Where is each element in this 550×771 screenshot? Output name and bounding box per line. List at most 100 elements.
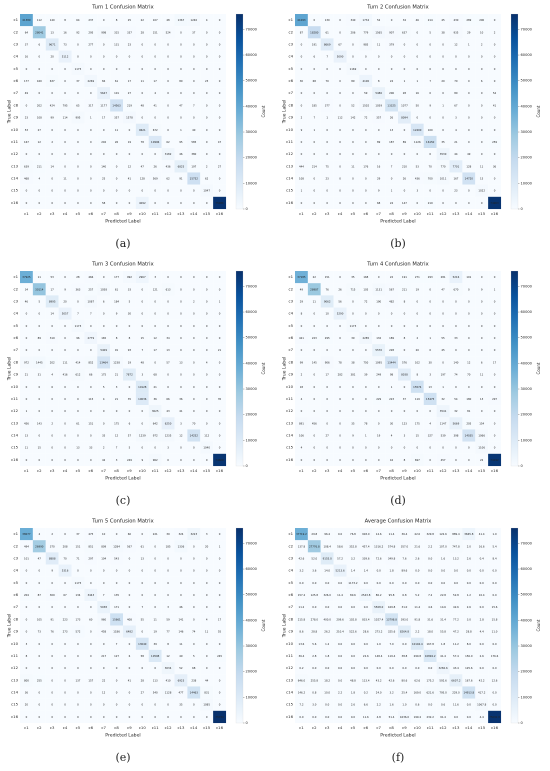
cell	[20, 123, 33, 136]
cell-label: 0	[193, 458, 195, 462]
cell-label: 210	[402, 164, 407, 168]
cell-label: 70	[429, 164, 433, 168]
cell	[58, 429, 72, 442]
cell	[462, 380, 476, 393]
cell	[320, 344, 334, 357]
cell-label: 0	[103, 421, 105, 425]
cell	[161, 344, 175, 357]
cell	[84, 674, 98, 687]
cell-label: 0	[154, 703, 156, 707]
cell	[436, 649, 450, 663]
cell-label: 0.0	[493, 581, 497, 585]
cell	[110, 62, 124, 75]
x-tick-label: c7	[101, 468, 106, 473]
cell-label: 7	[193, 103, 195, 107]
cell	[110, 453, 124, 467]
cell	[187, 649, 201, 663]
cell-label: 0	[494, 67, 496, 71]
cell-label: 0	[193, 116, 195, 120]
cell-label: 1.4	[351, 569, 355, 573]
cell-label: 0	[455, 299, 457, 303]
cell	[71, 50, 85, 63]
cell	[462, 588, 476, 602]
cell-label: 15	[38, 446, 42, 450]
cell	[488, 123, 502, 136]
cell	[58, 649, 72, 663]
cell-label: 167	[24, 140, 29, 144]
cell-label: 831	[204, 691, 209, 695]
cell-label: 0.0	[467, 703, 471, 707]
cell-label: 49	[467, 152, 471, 156]
cell	[20, 392, 33, 406]
cell-label: 0	[51, 458, 53, 462]
cell	[200, 283, 214, 296]
cell-label: 24.0	[376, 691, 382, 695]
cell-label: 8669	[324, 42, 331, 46]
cell-label: 907	[389, 30, 394, 34]
cell-label: 157.4	[298, 593, 306, 597]
cell-label: 0	[77, 55, 79, 59]
colorbar-label: Count	[536, 619, 541, 631]
cell	[174, 649, 188, 663]
cell-label: 5647	[100, 91, 107, 95]
cell	[97, 686, 111, 699]
cell	[449, 674, 463, 687]
cell-label: 0	[193, 397, 195, 401]
cell	[20, 429, 33, 442]
cell-label: 35	[179, 703, 183, 707]
cell-label: 167	[453, 177, 458, 181]
cell-label: 2.6	[351, 703, 355, 707]
cell	[449, 50, 463, 63]
cell-label: 0	[339, 458, 341, 462]
cell	[449, 662, 463, 675]
cell	[110, 392, 124, 406]
cell	[462, 50, 476, 63]
cell-label: 11.6	[363, 715, 369, 719]
cell-label: 0	[64, 666, 66, 670]
cell-label: 41	[154, 103, 158, 107]
cell	[58, 123, 72, 136]
cell	[436, 148, 450, 161]
cell-label: 140	[101, 164, 106, 168]
cell	[213, 429, 227, 442]
cell	[307, 196, 321, 210]
cell-label: 15475	[426, 397, 435, 401]
cell-label: 800	[24, 678, 29, 682]
cell-label: 9	[51, 569, 53, 573]
cell	[423, 184, 437, 197]
cell-label: 9062	[324, 299, 331, 303]
cell	[213, 148, 227, 161]
cell	[45, 148, 59, 161]
cell-label: 45	[441, 18, 445, 22]
x-tick-label: c10	[414, 468, 422, 473]
cell-label: 0	[391, 152, 393, 156]
cell-label: 646.0	[298, 678, 306, 682]
cell-label: 1	[180, 128, 182, 132]
cell-label: 2285	[363, 336, 370, 340]
x-tick-label: c11	[427, 468, 435, 473]
cell	[135, 417, 149, 430]
cell	[161, 111, 175, 124]
cell-label: 0	[129, 581, 131, 585]
colorbar-tick-label: 0	[246, 207, 249, 211]
cell	[346, 368, 360, 381]
cell-label: 16	[416, 91, 420, 95]
cell-label: 0	[481, 324, 483, 328]
cell-label: 30114	[35, 287, 44, 291]
cell	[20, 331, 33, 345]
cell	[161, 62, 175, 75]
cell-label: 4	[301, 397, 303, 401]
cell-label: 47	[38, 556, 42, 560]
cell-label: 7	[103, 593, 105, 597]
cell	[333, 50, 347, 63]
cell-label: 0	[193, 91, 195, 95]
cell-label: 55	[218, 630, 222, 634]
x-tick-label: c8	[389, 211, 394, 216]
cell	[213, 99, 227, 112]
cell	[71, 552, 85, 565]
colorbar-tick-label: 30000	[246, 130, 258, 134]
cell-label: 0	[442, 299, 444, 303]
cell-label: 1	[219, 544, 221, 548]
cell	[32, 111, 46, 124]
cell	[161, 453, 175, 467]
